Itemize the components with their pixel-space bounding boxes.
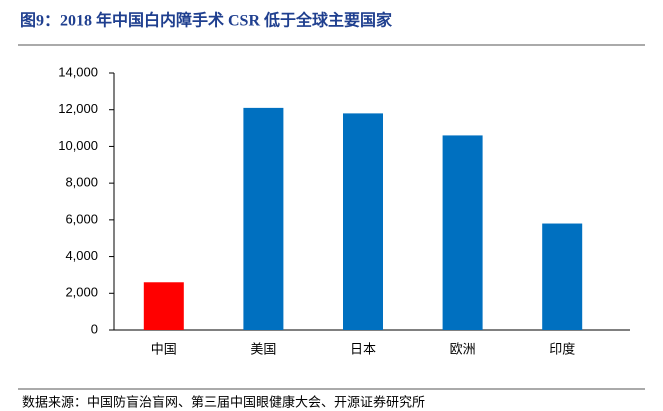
bar [243, 107, 284, 330]
y-tick-label: 2,000 [65, 285, 98, 300]
y-tick-label: 14,000 [58, 64, 98, 79]
y-tick-label: 8,000 [65, 175, 98, 190]
source-note: 数据来源：中国防盲治盲网、第三届中国眼健康大会、开源证券研究所 [22, 394, 425, 409]
x-tick-label: 欧洲 [450, 341, 476, 356]
bar [442, 135, 483, 330]
bar [343, 113, 383, 330]
x-tick-label: 美国 [250, 341, 276, 356]
x-tick-label: 日本 [350, 341, 376, 356]
y-tick-label: 4,000 [65, 248, 98, 263]
y-tick-label: 0 [91, 321, 98, 336]
x-tick-label: 印度 [549, 341, 575, 356]
chart-title: 图9：2018 年中国白内障手术 CSR 低于全球主要国家 [20, 11, 393, 30]
x-tick-label: 中国 [151, 341, 177, 356]
y-tick-label: 6,000 [65, 211, 98, 226]
bar [143, 282, 184, 330]
y-tick-label: 10,000 [58, 138, 98, 153]
bar [542, 223, 583, 330]
y-tick-label: 12,000 [58, 101, 98, 116]
